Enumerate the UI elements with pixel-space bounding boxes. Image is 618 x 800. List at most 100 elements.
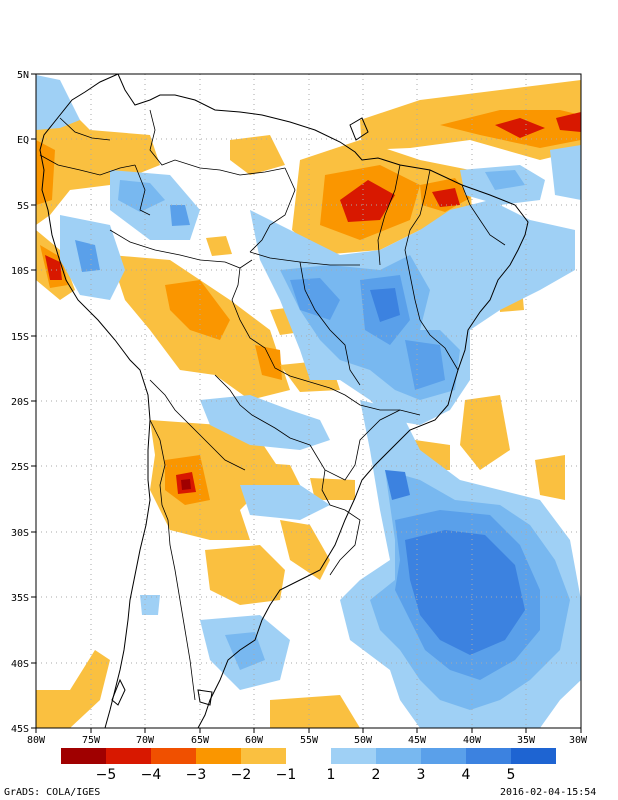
anomaly-region bbox=[75, 240, 100, 272]
colorbar-label: −3 bbox=[186, 767, 207, 783]
border-line bbox=[321, 469, 346, 511]
border-line bbox=[214, 374, 311, 446]
anomaly-region bbox=[205, 545, 285, 605]
lon-label: 70W bbox=[136, 735, 155, 746]
colorbar-swatch bbox=[511, 748, 556, 764]
anomaly-region bbox=[225, 632, 265, 670]
anomaly-region bbox=[170, 205, 190, 226]
anomaly-region bbox=[556, 112, 581, 132]
colorbar-label: −1 bbox=[276, 767, 297, 783]
border-line bbox=[461, 184, 506, 246]
anomaly-region bbox=[340, 180, 395, 222]
island-outline bbox=[197, 689, 213, 706]
colorbar-label: 1 bbox=[327, 767, 336, 783]
border-line bbox=[249, 167, 296, 253]
colorbar-label: −4 bbox=[141, 767, 162, 783]
lat-label: 40S bbox=[11, 659, 29, 670]
longitude-labels: 80W 75W 70W 65W 60W 55W 50W 45W 40W 35W … bbox=[27, 735, 588, 746]
colorbar-label: 2 bbox=[372, 767, 381, 783]
positive-anomaly-areas bbox=[36, 75, 581, 728]
lon-label: 50W bbox=[354, 735, 373, 746]
colorbar-swatch bbox=[376, 748, 421, 764]
country-borders bbox=[39, 109, 506, 701]
anomaly-region bbox=[370, 288, 400, 322]
anomaly-region bbox=[165, 280, 230, 340]
lon-label: 60W bbox=[245, 735, 264, 746]
colorbar-label: 5 bbox=[507, 767, 516, 783]
anomaly-region bbox=[290, 278, 340, 320]
lon-label: 75W bbox=[82, 735, 101, 746]
colorbar: −5 −4 −3 −2 −1 1 2 3 4 5 bbox=[61, 748, 556, 783]
colorbar-label: −5 bbox=[96, 767, 117, 783]
anomaly-region bbox=[230, 135, 285, 175]
anomaly-region bbox=[45, 255, 62, 280]
colorbar-swatch bbox=[421, 748, 466, 764]
anomaly-region bbox=[280, 520, 330, 580]
footer-credit: GrADS: COLA/IGES bbox=[4, 787, 101, 798]
anomaly-region bbox=[150, 420, 280, 540]
anomaly-region bbox=[220, 460, 300, 485]
anomaly-region bbox=[310, 478, 355, 500]
border-line bbox=[39, 154, 136, 176]
continent-outline bbox=[117, 74, 529, 728]
tick-marks bbox=[31, 73, 582, 733]
island-outline bbox=[111, 678, 126, 706]
border-line bbox=[299, 261, 361, 386]
colorbar-label: 4 bbox=[462, 767, 471, 783]
lat-label: 45S bbox=[11, 724, 29, 735]
colorbar-label: 3 bbox=[417, 767, 426, 783]
colorbar-negative bbox=[61, 748, 286, 764]
anomaly-region bbox=[485, 170, 525, 190]
lat-label: EQ bbox=[17, 135, 29, 146]
lon-label: 80W bbox=[27, 735, 46, 746]
anomaly-region bbox=[181, 479, 191, 490]
colorbar-swatch bbox=[106, 748, 151, 764]
anomaly-region bbox=[36, 650, 110, 728]
border-line bbox=[404, 169, 431, 301]
border-line bbox=[149, 379, 246, 471]
anomaly-region bbox=[36, 140, 55, 205]
anomaly-region bbox=[385, 470, 410, 500]
anomaly-region bbox=[405, 530, 525, 655]
lat-label: 15S bbox=[11, 332, 29, 343]
continent-outline bbox=[39, 74, 151, 728]
lat-label: 25S bbox=[11, 462, 29, 473]
border-line bbox=[329, 387, 421, 416]
border-line bbox=[109, 229, 253, 269]
negative-anomaly-areas bbox=[36, 80, 581, 728]
lat-label: 5N bbox=[17, 70, 29, 81]
lat-label: 20S bbox=[11, 397, 29, 408]
border-line bbox=[414, 299, 459, 371]
anomaly-region bbox=[270, 695, 360, 728]
footer-timestamp: 2016-02-04-15:54 bbox=[500, 787, 597, 798]
lon-label: 35W bbox=[517, 735, 536, 746]
lat-label: 5S bbox=[17, 201, 29, 212]
latitude-labels: 5N EQ 5S 10S 15S 20S 25S 30S 35S 40S 45S bbox=[11, 70, 29, 735]
colorbar-swatch bbox=[61, 748, 106, 764]
lon-label: 65W bbox=[191, 735, 210, 746]
coastlines bbox=[39, 74, 529, 728]
anomaly-region bbox=[405, 340, 445, 390]
lon-label: 30W bbox=[569, 735, 588, 746]
lon-label: 40W bbox=[463, 735, 482, 746]
anomaly-region bbox=[255, 345, 282, 380]
colorbar-swatch bbox=[196, 748, 241, 764]
border-line bbox=[149, 419, 196, 701]
graticule bbox=[36, 74, 581, 728]
colorbar-positive bbox=[331, 748, 556, 764]
colorbar-swatch bbox=[241, 748, 286, 764]
colorbar-swatch bbox=[466, 748, 511, 764]
lon-label: 55W bbox=[300, 735, 319, 746]
anomaly-region bbox=[535, 455, 565, 500]
border-line bbox=[231, 267, 331, 389]
colorbar-labels: −5 −4 −3 −2 −1 1 2 3 4 5 bbox=[96, 767, 516, 783]
colorbar-label: −2 bbox=[231, 767, 252, 783]
anomaly-region bbox=[240, 485, 330, 520]
anomaly-region bbox=[495, 118, 545, 138]
border-line bbox=[134, 164, 151, 216]
colorbar-swatch bbox=[331, 748, 376, 764]
border-line bbox=[329, 509, 361, 576]
anomaly-region bbox=[460, 395, 510, 470]
anomaly-region bbox=[550, 145, 581, 200]
